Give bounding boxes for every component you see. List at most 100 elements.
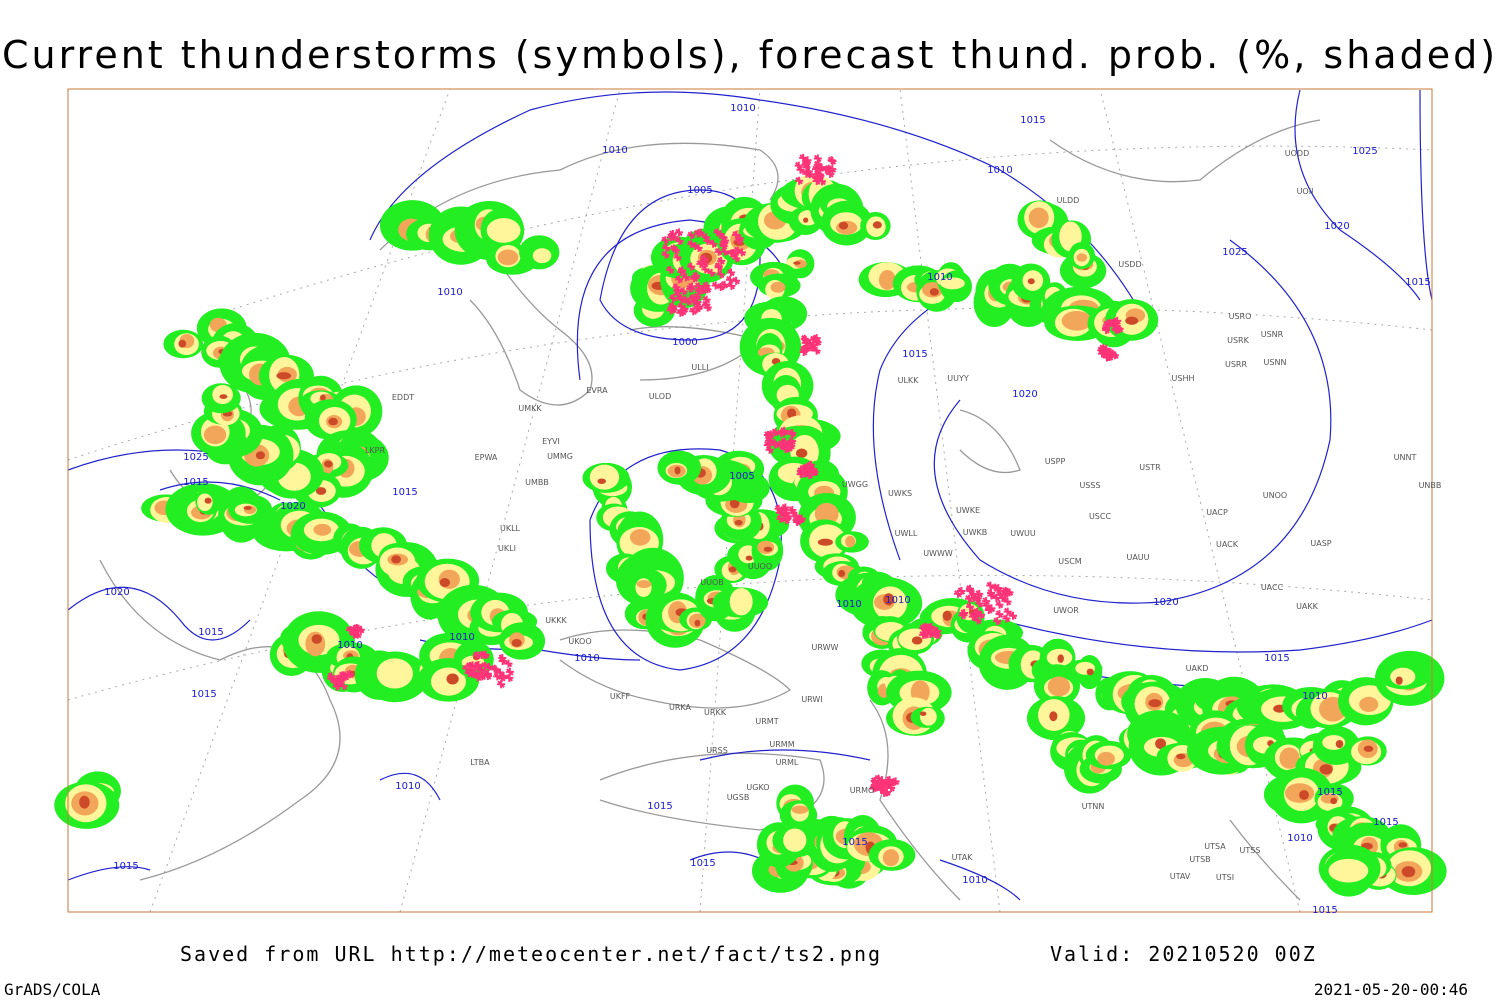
station-label: USRO [1229, 312, 1252, 321]
station-label: EPWA [475, 453, 498, 462]
storm-symbol [716, 230, 725, 239]
storm-symbol [808, 467, 817, 476]
shade-blob [636, 580, 652, 589]
storm-symbol [702, 300, 711, 309]
shade-blob [486, 218, 521, 243]
isobar-label: 1010 [885, 595, 910, 606]
shade-blob [1398, 842, 1408, 848]
storm-symbol [675, 275, 684, 284]
station-label: UNBB [1419, 481, 1442, 490]
shade-blob [770, 281, 786, 293]
storm-symbol [975, 599, 984, 608]
shade-blob [255, 451, 266, 460]
station-label: UWGG [842, 480, 868, 489]
storm-symbol [794, 161, 803, 170]
storm-symbol [1110, 351, 1119, 360]
station-label: EYVI [542, 437, 560, 446]
isobar-label: 1015 [392, 487, 417, 498]
isobar-label: 1015 [1405, 277, 1430, 288]
station-label: USTR [1139, 463, 1161, 472]
storm-symbol [966, 602, 974, 611]
storm-symbol [717, 256, 726, 265]
isobar-label: 1020 [1324, 221, 1349, 232]
storm-symbol [765, 445, 774, 454]
storm-symbol [490, 664, 499, 673]
shade-blob [1027, 278, 1035, 285]
storm-symbol [477, 650, 486, 659]
storm-symbol [803, 463, 812, 472]
shade-blob [311, 634, 322, 644]
shade-blob [729, 588, 753, 616]
storm-symbol [812, 165, 821, 174]
shade-blob [597, 478, 606, 484]
station-label: UNOO [1263, 491, 1287, 500]
station-label: URML [776, 758, 799, 767]
shade-blob [1049, 711, 1058, 722]
storm-symbol [812, 174, 821, 183]
shade-blob [838, 569, 846, 578]
station-label: UKKK [545, 616, 567, 625]
station-label: UTAV [1170, 872, 1191, 881]
isobar-label: 1015 [1312, 905, 1337, 916]
storm-symbol [787, 429, 796, 438]
storm-symbol [720, 280, 729, 289]
shade-blob [276, 372, 292, 380]
station-label: UAUU [1126, 553, 1149, 562]
storm-symbol [714, 247, 723, 256]
isobar-label: 1005 [729, 471, 754, 482]
shade-blob [1330, 797, 1338, 805]
isobars [67, 89, 1433, 901]
isobar-label: 1010 [449, 632, 474, 643]
storm-symbol [668, 303, 677, 312]
isobar-label: 1015 [690, 858, 715, 869]
storm-symbol [1000, 590, 1009, 599]
storm-symbol [987, 588, 996, 597]
storm-symbol [716, 270, 725, 279]
storm-symbol [821, 165, 830, 174]
storm-symbol [975, 589, 984, 598]
software: GrADS/COLA [4, 980, 101, 999]
valid-time: Valid: 20210520 00Z [1050, 942, 1317, 966]
storm-symbol [973, 616, 982, 625]
station-label: UWKE [956, 506, 980, 515]
storm-symbol [788, 506, 797, 515]
shade-blob [315, 487, 327, 495]
storm-symbol [878, 776, 887, 785]
station-label: EDDT [392, 393, 414, 402]
storm-symbol [991, 583, 1000, 592]
shade-blob [793, 261, 801, 265]
shade-blob [838, 221, 849, 230]
station-label: UWOR [1053, 606, 1079, 615]
isobar-label: 1010 [1287, 833, 1312, 844]
station-label: UWWW [923, 549, 953, 558]
shade-blob [446, 673, 459, 685]
storm-symbol [727, 281, 736, 290]
shade-blob [1279, 747, 1300, 769]
shade-blob [320, 394, 326, 401]
shade-blob [1148, 699, 1162, 708]
shade-blob [674, 466, 681, 475]
storm-symbol [993, 617, 1002, 626]
station-label: USNN [1264, 358, 1287, 367]
station-label: UWUU [1010, 529, 1036, 538]
storm-symbol [727, 268, 735, 277]
storm-symbol [1103, 353, 1112, 362]
isobar-label: 1000 [672, 337, 697, 348]
shade-blob [745, 555, 753, 561]
station-label: UWLL [895, 529, 918, 538]
shade-blob [814, 502, 839, 525]
storm-symbol [771, 440, 780, 449]
isobar-label: 1010 [836, 599, 861, 610]
storm-symbol [870, 781, 879, 790]
storm-symbol [734, 236, 743, 245]
storm-symbol [774, 504, 783, 513]
storm-symbol [957, 587, 966, 596]
station-label: USRK [1227, 336, 1249, 345]
shade-blob [940, 277, 965, 290]
station-label: UKFF [610, 692, 631, 701]
storm-symbol [766, 430, 775, 439]
shade-blob [1299, 790, 1309, 800]
map-labels: 1010 1015 1025 1010 1005 1010 1010 1000 1015 1010… [104, 103, 1441, 916]
station-label: UMKK [518, 404, 542, 413]
shade-blob [497, 249, 519, 266]
